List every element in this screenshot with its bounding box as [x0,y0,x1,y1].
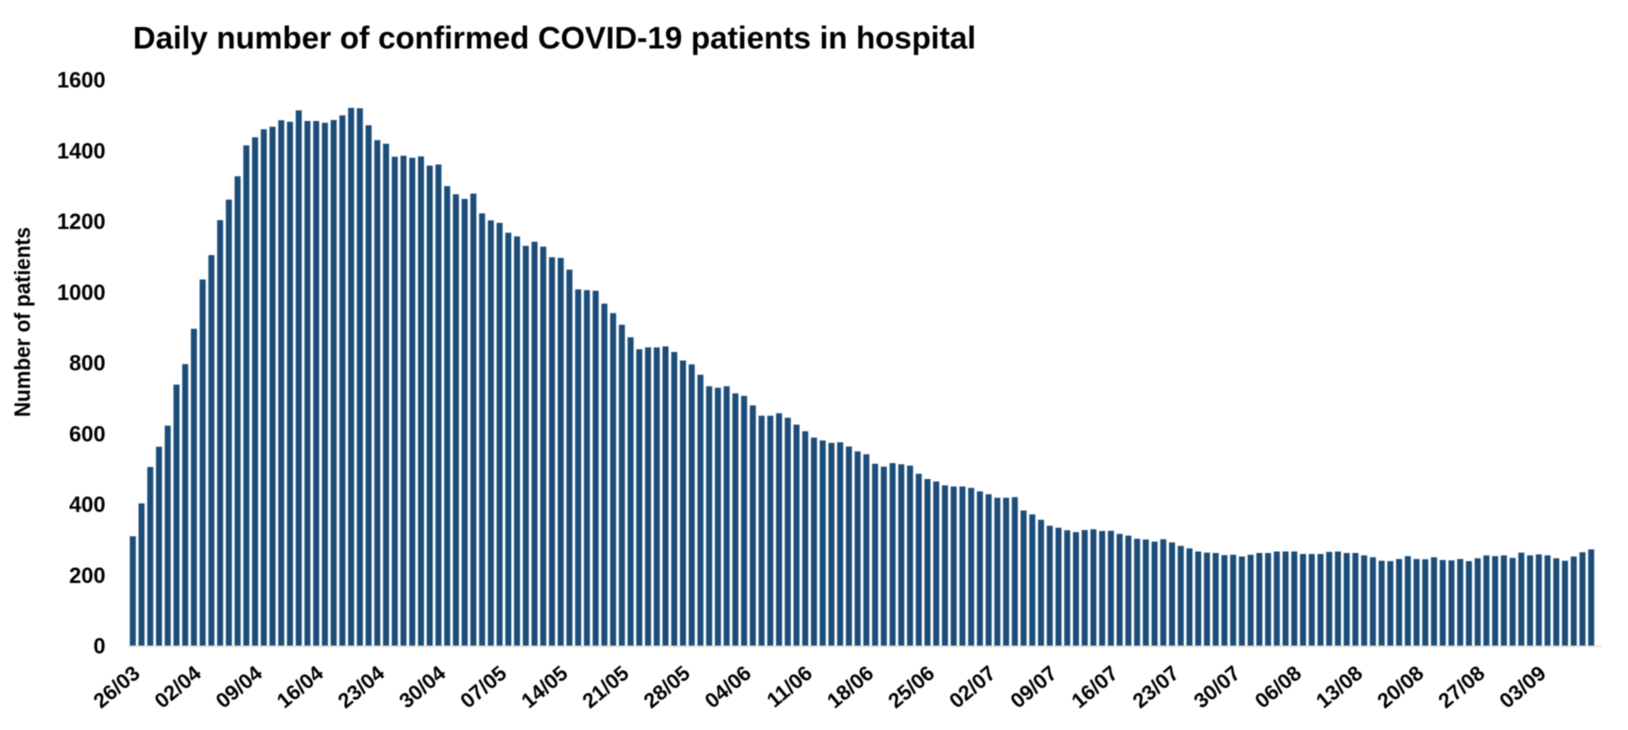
svg-text:1200: 1200 [57,209,106,234]
svg-text:1400: 1400 [57,138,106,163]
svg-text:0: 0 [93,634,105,659]
svg-text:1000: 1000 [57,280,106,305]
svg-text:800: 800 [69,351,105,376]
svg-text:400: 400 [69,492,105,517]
svg-text:Daily number of confirmed COVI: Daily number of confirmed COVID-19 patie… [133,19,976,55]
svg-text:200: 200 [69,563,105,588]
svg-text:Number of patients: Number of patients [10,227,35,417]
svg-text:1600: 1600 [57,68,106,93]
svg-text:600: 600 [69,421,105,446]
